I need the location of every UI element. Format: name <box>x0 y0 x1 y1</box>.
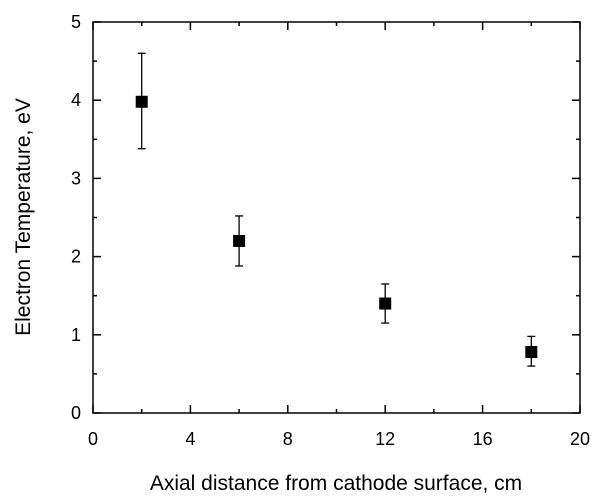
y-tick-labels: 0 1 2 3 4 5 <box>71 12 81 423</box>
y-axis-label: Electron Temperature, eV <box>12 98 35 336</box>
axis-ticks <box>92 21 581 414</box>
x-tick-label: 20 <box>570 429 590 449</box>
x-tick-label: 16 <box>473 429 493 449</box>
data-point-square <box>379 297 392 310</box>
y-tick-label: 5 <box>71 12 81 32</box>
x-tick-labels: 0 4 8 12 16 20 <box>88 429 590 449</box>
x-tick-label: 4 <box>185 429 195 449</box>
x-tick-label: 8 <box>283 429 293 449</box>
y-tick-label: 0 <box>71 403 81 423</box>
data-point-square <box>233 234 246 247</box>
data-points <box>135 95 538 359</box>
plot-frame <box>92 21 581 414</box>
y-tick-label: 4 <box>71 90 81 110</box>
error-bars <box>137 52 536 367</box>
y-tick-label: 2 <box>71 247 81 267</box>
y-tick-label: 3 <box>71 168 81 188</box>
x-axis-label: Axial distance from cathode surface, cm <box>150 472 522 495</box>
y-tick-label: 1 <box>71 325 81 345</box>
x-tick-label: 0 <box>88 429 98 449</box>
x-tick-label: 12 <box>375 429 395 449</box>
data-point-square <box>525 346 538 359</box>
data-point-square <box>135 95 148 108</box>
